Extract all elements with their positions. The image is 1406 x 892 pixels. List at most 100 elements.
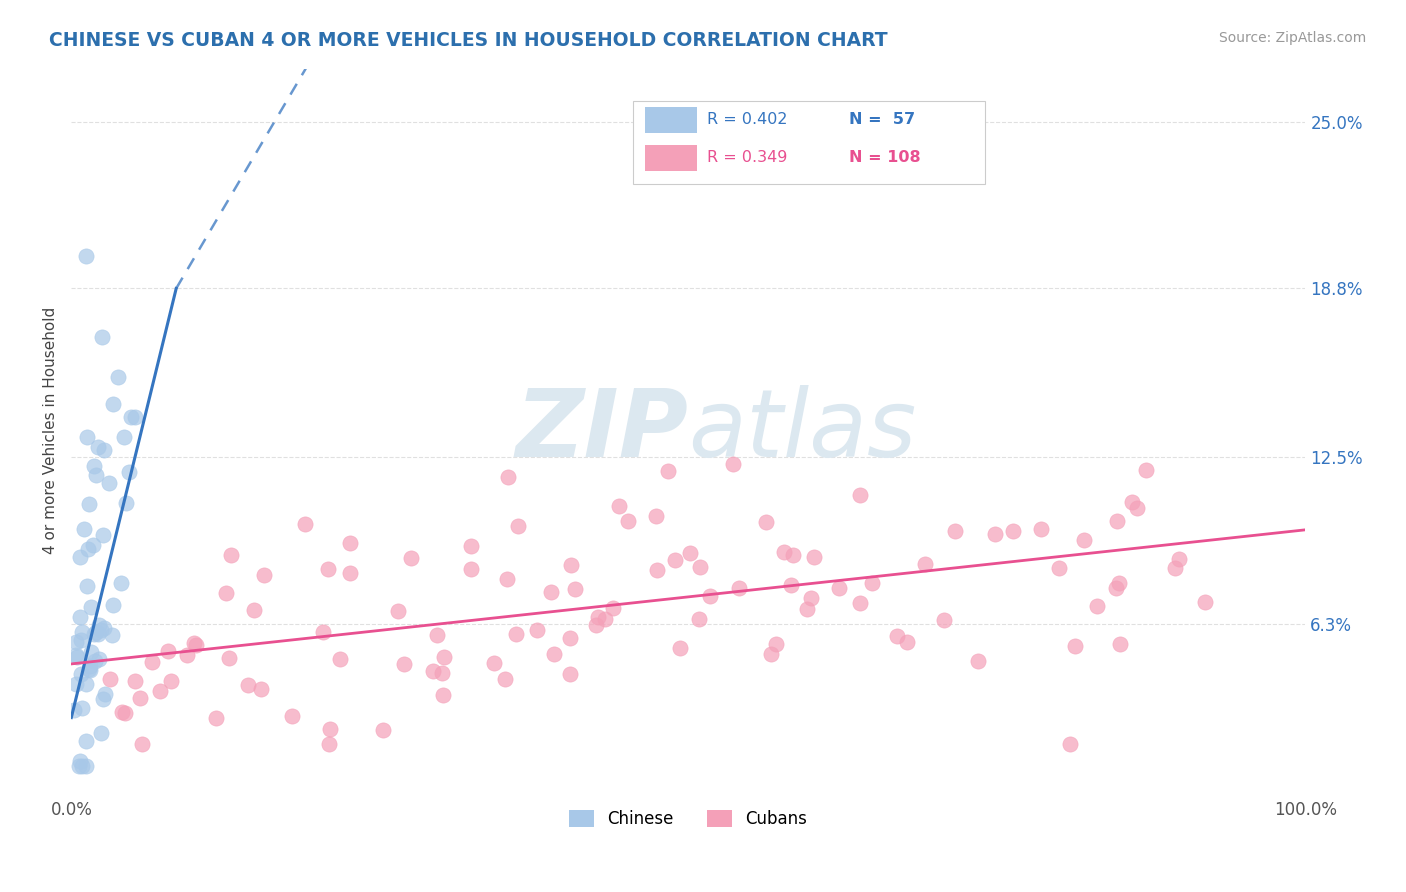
Point <box>560 558 582 572</box>
Point <box>87 618 110 632</box>
Point <box>943 524 966 538</box>
Point <box>69 609 91 624</box>
Point <box>114 706 136 720</box>
Point <box>329 651 352 665</box>
Point <box>593 612 616 626</box>
Point <box>460 539 482 553</box>
Point <box>83 627 105 641</box>
Text: CHINESE VS CUBAN 4 OR MORE VEHICLES IN HOUSEHOLD CORRELATION CHART: CHINESE VS CUBAN 4 OR MORE VEHICLES IN H… <box>49 31 887 50</box>
Point <box>371 723 394 738</box>
Point <box>460 562 482 576</box>
Point <box>664 552 686 566</box>
Point <box>183 636 205 650</box>
Point <box>773 545 796 559</box>
Point <box>1029 522 1052 536</box>
Point <box>1167 551 1189 566</box>
Point <box>896 635 918 649</box>
Point <box>73 522 96 536</box>
Point <box>780 578 803 592</box>
Point <box>70 701 93 715</box>
Point <box>110 575 132 590</box>
Point <box>505 627 527 641</box>
Point <box>76 541 98 556</box>
Point <box>433 649 456 664</box>
Point <box>602 601 624 615</box>
Point <box>120 409 142 424</box>
Point <box>69 754 91 768</box>
Point <box>645 563 668 577</box>
Point <box>564 582 586 597</box>
Point <box>65 648 87 662</box>
Point <box>1121 495 1143 509</box>
Point <box>141 655 163 669</box>
Point <box>727 582 749 596</box>
Text: Source: ZipAtlas.com: Source: ZipAtlas.com <box>1219 31 1367 45</box>
Point <box>75 759 97 773</box>
Text: R = 0.402: R = 0.402 <box>707 112 787 127</box>
Point <box>645 508 668 523</box>
Point <box>77 497 100 511</box>
Point <box>318 738 340 752</box>
Point <box>1073 533 1095 548</box>
Point <box>118 465 141 479</box>
Point <box>131 738 153 752</box>
Point <box>112 430 135 444</box>
Point <box>796 602 818 616</box>
Point <box>93 528 115 542</box>
Point <box>176 648 198 662</box>
Text: ZIP: ZIP <box>516 384 689 476</box>
FancyBboxPatch shape <box>633 101 984 185</box>
Point <box>218 651 240 665</box>
Point <box>482 657 505 671</box>
Point <box>432 688 454 702</box>
Point <box>984 527 1007 541</box>
Point <box>157 643 180 657</box>
Point <box>250 681 273 696</box>
Point <box>1135 463 1157 477</box>
Point <box>1105 514 1128 528</box>
Point <box>967 654 990 668</box>
Point <box>98 672 121 686</box>
Point <box>93 622 115 636</box>
Point <box>79 659 101 673</box>
Point <box>70 667 93 681</box>
Point <box>110 706 132 720</box>
Point <box>540 585 562 599</box>
Point <box>75 676 97 690</box>
Point <box>98 475 121 490</box>
Point <box>124 409 146 424</box>
Text: N =  57: N = 57 <box>849 112 915 127</box>
Point <box>238 678 260 692</box>
Point <box>90 726 112 740</box>
Point <box>115 496 138 510</box>
Point <box>339 566 361 581</box>
Point <box>828 581 851 595</box>
Point <box>91 692 114 706</box>
Point <box>1108 575 1130 590</box>
Point <box>84 654 107 668</box>
Point <box>496 572 519 586</box>
Point <box>392 657 415 672</box>
Point <box>103 397 125 411</box>
Point <box>849 488 872 502</box>
Point <box>294 517 316 532</box>
Point <box>66 650 89 665</box>
Point <box>87 627 110 641</box>
Point <box>430 665 453 680</box>
Point <box>204 711 226 725</box>
Point <box>699 590 721 604</box>
Point <box>312 624 335 639</box>
Point <box>318 722 340 736</box>
Point <box>72 624 94 639</box>
Point <box>76 579 98 593</box>
Point <box>585 618 607 632</box>
Point <box>759 647 782 661</box>
Text: R = 0.349: R = 0.349 <box>707 150 787 165</box>
Text: N = 108: N = 108 <box>849 150 921 165</box>
Point <box>75 249 97 263</box>
Point <box>82 538 104 552</box>
Point <box>526 623 548 637</box>
Point <box>75 734 97 748</box>
Point <box>219 548 242 562</box>
Point <box>149 683 172 698</box>
